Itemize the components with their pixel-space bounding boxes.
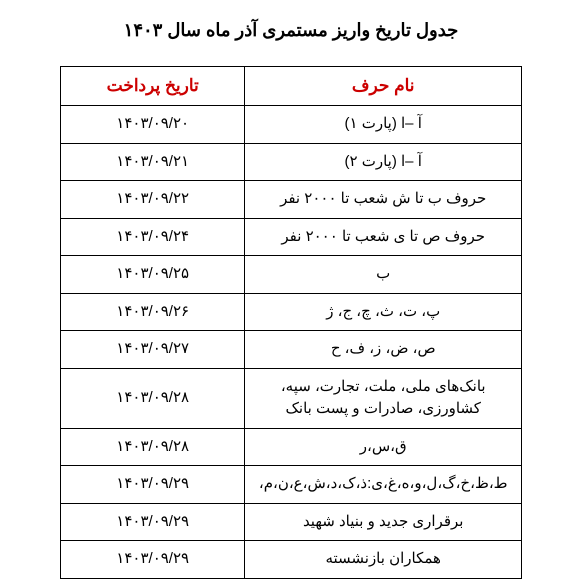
cell-date: ۱۴۰۳/۰۹/۲۰ [61,106,245,144]
cell-letter: ط،ظ،خ،گ،ل،و،ه،غ،ی:ذ،ک،د،ش،ع،ن،م، [245,466,522,504]
cell-date: ۱۴۰۳/۰۹/۲۹ [61,541,245,579]
table-row: ص، ض، ز، ف، ح۱۴۰۳/۰۹/۲۷ [61,331,522,369]
cell-letter: ق،س،ر [245,428,522,466]
cell-letter: آ –ا (پارت ۲) [245,143,522,181]
cell-letter: پ، ت، ث، چ، ج، ژ [245,293,522,331]
page-title: جدول تاریخ واریز مستمری آذر ماه سال ۱۴۰۳ [60,20,522,41]
cell-letter: ب [245,256,522,294]
cell-letter: حروف ب تا ش شعب تا ۲۰۰۰ نفر [245,181,522,219]
cell-date: ۱۴۰۳/۰۹/۲۷ [61,331,245,369]
cell-date: ۱۴۰۳/۰۹/۲۶ [61,293,245,331]
table-row: ط،ظ،خ،گ،ل،و،ه،غ،ی:ذ،ک،د،ش،ع،ن،م،۱۴۰۳/۰۹/… [61,466,522,504]
cell-date: ۱۴۰۳/۰۹/۲۵ [61,256,245,294]
table-row: آ –ا (پارت ۲)۱۴۰۳/۰۹/۲۱ [61,143,522,181]
cell-date: ۱۴۰۳/۰۹/۲۸ [61,368,245,428]
table-row: برقراری جدید و بنیاد شهید۱۴۰۳/۰۹/۲۹ [61,503,522,541]
table-header-row: نام حرف تاریخ پرداخت [61,67,522,106]
table-row: پ، ت، ث، چ، ج، ژ۱۴۰۳/۰۹/۲۶ [61,293,522,331]
table-row: ب۱۴۰۳/۰۹/۲۵ [61,256,522,294]
cell-date: ۱۴۰۳/۰۹/۲۱ [61,143,245,181]
cell-date: ۱۴۰۳/۰۹/۲۲ [61,181,245,219]
table-row: حروف ب تا ش شعب تا ۲۰۰۰ نفر۱۴۰۳/۰۹/۲۲ [61,181,522,219]
cell-date: ۱۴۰۳/۰۹/۲۹ [61,503,245,541]
cell-letter: آ –ا (پارت ۱) [245,106,522,144]
cell-date: ۱۴۰۳/۰۹/۲۸ [61,428,245,466]
cell-letter: حروف ص تا ی شعب تا ۲۰۰۰ نفر [245,218,522,256]
header-date: تاریخ پرداخت [61,67,245,106]
cell-letter: بانک‌های ملی، ملت، تجارت، سپه، کشاورزی، … [245,368,522,428]
cell-letter: همکاران بازنشسته [245,541,522,579]
payment-schedule-table: نام حرف تاریخ پرداخت آ –ا (پارت ۱)۱۴۰۳/۰… [60,66,522,579]
cell-date: ۱۴۰۳/۰۹/۲۹ [61,466,245,504]
cell-letter: ص، ض، ز، ف، ح [245,331,522,369]
table-row: ق،س،ر۱۴۰۳/۰۹/۲۸ [61,428,522,466]
table-row: آ –ا (پارت ۱)۱۴۰۳/۰۹/۲۰ [61,106,522,144]
table-row: همکاران بازنشسته۱۴۰۳/۰۹/۲۹ [61,541,522,579]
cell-letter: برقراری جدید و بنیاد شهید [245,503,522,541]
table-row: حروف ص تا ی شعب تا ۲۰۰۰ نفر۱۴۰۳/۰۹/۲۴ [61,218,522,256]
cell-date: ۱۴۰۳/۰۹/۲۴ [61,218,245,256]
header-letter: نام حرف [245,67,522,106]
table-row: بانک‌های ملی، ملت، تجارت، سپه، کشاورزی، … [61,368,522,428]
